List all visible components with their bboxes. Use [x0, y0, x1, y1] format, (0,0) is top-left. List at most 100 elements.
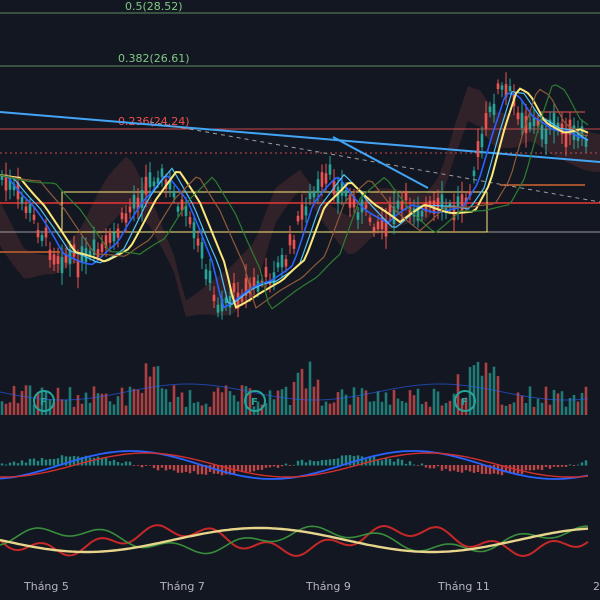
candle-body[interactable] [228, 295, 232, 308]
candle-body[interactable] [376, 221, 380, 230]
candle-body[interactable] [468, 191, 472, 197]
candle-body[interactable] [420, 210, 424, 217]
candle-body[interactable] [184, 205, 188, 216]
candle-body[interactable] [484, 113, 488, 129]
candle-body[interactable] [28, 204, 32, 213]
candle-body[interactable] [60, 257, 64, 274]
candle-body[interactable] [212, 294, 216, 302]
candle-body[interactable] [240, 294, 244, 302]
candle-body[interactable] [40, 235, 44, 241]
candle-body[interactable] [44, 227, 48, 238]
candle-body[interactable] [280, 254, 284, 268]
candle-body[interactable] [500, 85, 504, 90]
candle-body[interactable] [104, 235, 108, 249]
candle-body[interactable] [396, 200, 400, 209]
candle-body[interactable] [372, 227, 376, 232]
candle-body[interactable] [208, 270, 212, 284]
trendlines[interactable] [0, 111, 600, 203]
candle-body[interactable] [344, 189, 348, 197]
candle-body[interactable] [496, 83, 500, 90]
candle-body[interactable] [400, 201, 404, 210]
candle-body[interactable] [536, 119, 540, 126]
candle-body[interactable] [492, 103, 496, 116]
candle-body[interactable] [356, 212, 360, 220]
event-marker-f-3[interactable]: F [454, 390, 476, 412]
candle-body[interactable] [196, 238, 200, 246]
candle-body[interactable] [364, 204, 368, 209]
candle-body[interactable] [548, 119, 552, 128]
candle-body[interactable] [436, 197, 440, 211]
candle-body[interactable] [572, 125, 576, 140]
candle-body[interactable] [476, 141, 480, 157]
candle-body[interactable] [64, 254, 68, 263]
candle-body[interactable] [384, 220, 388, 237]
candle-body[interactable] [532, 117, 536, 127]
candle-body[interactable] [428, 200, 432, 208]
candle-body[interactable] [472, 170, 476, 176]
candle-body[interactable] [312, 191, 316, 198]
candle-body[interactable] [136, 197, 140, 209]
candle-body[interactable] [296, 215, 300, 222]
candle-body[interactable] [156, 177, 160, 184]
candle-body[interactable] [564, 131, 568, 148]
candle-body[interactable] [424, 202, 428, 212]
candle-body[interactable] [388, 203, 392, 213]
candle-body[interactable] [32, 214, 36, 220]
candle-body[interactable] [200, 242, 204, 259]
candle-body[interactable] [140, 190, 144, 208]
candle-body[interactable] [124, 213, 128, 223]
candle-body[interactable] [480, 133, 484, 148]
candle-body[interactable] [348, 194, 352, 208]
event-marker-f-1[interactable]: F [33, 390, 55, 412]
candle-body[interactable] [24, 206, 28, 213]
candle-body[interactable] [148, 172, 152, 188]
long-trendline[interactable] [0, 111, 600, 163]
candle-body[interactable] [460, 194, 464, 211]
candle-body[interactable] [112, 232, 116, 242]
candle-body[interactable] [36, 229, 40, 238]
candle-body[interactable] [440, 194, 444, 211]
candle-body[interactable] [120, 212, 124, 220]
candle-body[interactable] [456, 196, 460, 209]
candle-body[interactable] [488, 106, 492, 113]
candle-body[interactable] [100, 243, 104, 252]
candle-body[interactable] [408, 206, 412, 216]
candle-body[interactable] [180, 199, 184, 211]
candle-body[interactable] [88, 250, 92, 257]
candle-body[interactable] [172, 190, 176, 198]
candle-body[interactable] [132, 195, 136, 209]
candle-body[interactable] [116, 228, 120, 238]
candle-body[interactable] [584, 139, 588, 147]
candle-body[interactable] [380, 217, 384, 230]
candle-body[interactable] [292, 239, 296, 249]
candle-body[interactable] [168, 181, 172, 190]
candle-body[interactable] [56, 256, 60, 264]
candle-body[interactable] [108, 233, 112, 243]
candle-body[interactable] [76, 261, 80, 278]
candle-body[interactable] [176, 206, 180, 212]
candle-body[interactable] [288, 234, 292, 246]
candle-body[interactable] [0, 174, 4, 181]
candle-body[interactable] [216, 304, 220, 313]
candle-body[interactable] [368, 217, 372, 222]
candle-body[interactable] [528, 122, 532, 129]
range-box-yellow[interactable] [61, 191, 488, 233]
candle-body[interactable] [320, 172, 324, 187]
candle-body[interactable] [48, 249, 52, 260]
candle-body[interactable] [232, 283, 236, 293]
candle-body[interactable] [336, 186, 340, 204]
candle-body[interactable] [300, 204, 304, 220]
candle-body[interactable] [236, 292, 240, 309]
candle-body[interactable] [128, 206, 132, 213]
candle-body[interactable] [264, 266, 268, 277]
candle-body[interactable] [8, 176, 12, 190]
candle-body[interactable] [96, 249, 100, 258]
candle-body[interactable] [316, 179, 320, 193]
event-marker-f-2[interactable]: F [244, 390, 266, 412]
candle-body[interactable] [252, 277, 256, 289]
candle-body[interactable] [576, 129, 580, 141]
candle-body[interactable] [92, 239, 96, 256]
candle-body[interactable] [224, 297, 228, 304]
candle-body[interactable] [540, 125, 544, 140]
